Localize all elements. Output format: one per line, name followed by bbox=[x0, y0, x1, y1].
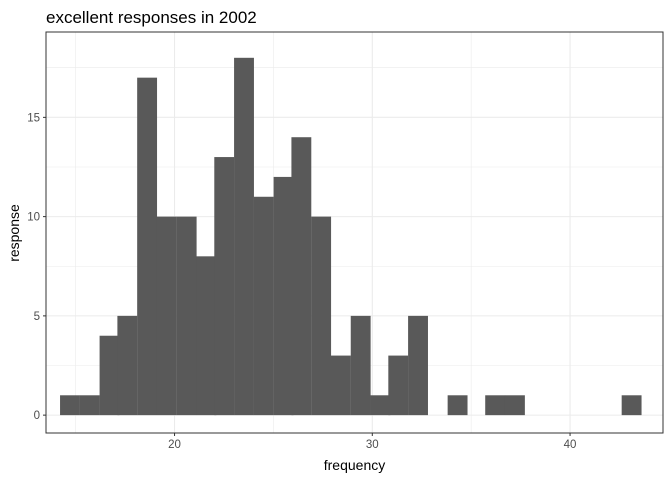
histogram-bar bbox=[350, 315, 371, 416]
histogram-bar bbox=[311, 216, 332, 416]
chart-title: excellent responses in 2002 bbox=[46, 8, 257, 27]
y-tick-label: 0 bbox=[34, 410, 40, 422]
histogram-bar bbox=[370, 395, 391, 416]
histogram-bar bbox=[485, 395, 506, 416]
histogram-bar bbox=[504, 395, 525, 416]
x-tick-label: 40 bbox=[564, 439, 577, 451]
histogram-bar bbox=[234, 57, 254, 416]
histogram-bar bbox=[388, 355, 409, 416]
y-tick-label: 10 bbox=[27, 212, 40, 224]
histogram-bar bbox=[408, 315, 428, 416]
histogram-bar bbox=[156, 216, 177, 416]
y-tick-label: 15 bbox=[27, 112, 40, 124]
x-axis-title: frequency bbox=[324, 457, 385, 473]
histogram-bar bbox=[621, 395, 642, 416]
x-tick-label: 30 bbox=[366, 439, 379, 451]
x-tick-label: 20 bbox=[168, 439, 181, 451]
histogram-bar bbox=[79, 395, 100, 416]
y-axis-title: response bbox=[6, 204, 22, 262]
y-tick-label: 5 bbox=[34, 311, 40, 323]
histogram-bars bbox=[60, 57, 642, 416]
histogram-bar bbox=[99, 335, 120, 416]
histogram-bar bbox=[273, 176, 294, 416]
histogram-bar bbox=[214, 157, 235, 416]
histogram-bar bbox=[117, 315, 138, 416]
x-axis: 20 30 40 bbox=[168, 433, 576, 451]
histogram-bar bbox=[291, 137, 312, 416]
panel-border bbox=[45, 31, 664, 434]
histogram-bar bbox=[196, 256, 217, 416]
histogram-bar bbox=[447, 395, 468, 416]
histogram-bar bbox=[176, 216, 197, 416]
y-axis: 0 5 10 15 bbox=[27, 112, 46, 422]
histogram-bar bbox=[330, 355, 351, 416]
histogram-bar bbox=[60, 395, 80, 416]
histogram-bar bbox=[253, 196, 274, 416]
histogram-bar bbox=[137, 77, 158, 416]
